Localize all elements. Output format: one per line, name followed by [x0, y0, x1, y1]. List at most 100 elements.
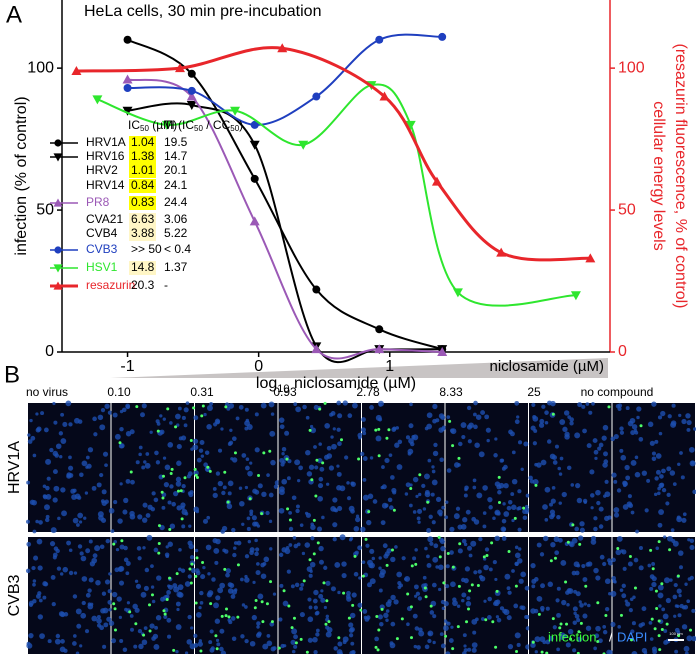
nucleus	[433, 543, 439, 549]
nucleus	[390, 621, 396, 627]
nucleus	[102, 607, 109, 614]
nucleus	[596, 500, 601, 506]
nucleus	[395, 426, 400, 430]
nucleus	[306, 566, 313, 572]
nucleus	[240, 634, 245, 639]
infected-cell	[649, 548, 653, 552]
nucleus	[461, 592, 467, 598]
infected-cell	[424, 595, 428, 599]
infected-cell	[657, 634, 661, 638]
nucleus	[187, 540, 193, 546]
nucleus	[125, 403, 131, 409]
nucleus	[137, 514, 143, 520]
nucleus	[241, 522, 245, 526]
nucleus	[361, 560, 366, 565]
text-part: / CC	[203, 118, 231, 132]
nucleus	[231, 527, 236, 533]
nucleus	[342, 400, 348, 406]
data-point	[122, 74, 133, 84]
nucleus	[213, 547, 220, 554]
nucleus	[532, 479, 539, 485]
nucleus	[511, 518, 515, 523]
nucleus	[185, 401, 190, 405]
nucleus	[318, 476, 324, 482]
nucleus	[313, 650, 318, 654]
infected-cell	[148, 603, 152, 607]
nucleus	[414, 626, 420, 631]
nucleus	[362, 456, 368, 461]
nucleus	[43, 427, 49, 433]
nucleus	[662, 613, 669, 620]
nucleus	[691, 608, 696, 613]
nucleus	[651, 646, 658, 652]
data-point	[249, 140, 260, 150]
nucleus	[653, 492, 658, 497]
nucleus	[550, 498, 556, 504]
nucleus	[119, 544, 125, 550]
nucleus	[473, 424, 478, 430]
nucleus	[547, 581, 554, 587]
nucleus	[307, 637, 313, 643]
infected-cell	[414, 562, 418, 566]
infected-cell	[223, 470, 227, 474]
nucleus	[566, 602, 570, 607]
infected-cell	[653, 627, 657, 631]
nucleus	[613, 507, 620, 513]
nucleus	[574, 613, 580, 619]
nucleus	[689, 544, 695, 551]
nucleus	[444, 515, 449, 520]
nucleus	[62, 566, 69, 573]
nucleus	[76, 623, 82, 629]
infected-cell	[406, 592, 410, 596]
nucleus	[123, 557, 129, 563]
nucleus	[38, 598, 43, 603]
text-part: niclosamide (µM)	[290, 375, 417, 392]
nucleus	[310, 522, 315, 527]
nucleus	[280, 643, 285, 649]
nucleus	[304, 542, 311, 548]
nucleus	[651, 581, 657, 588]
infected-cell	[194, 574, 198, 578]
infected-cell	[482, 555, 486, 559]
nucleus	[30, 435, 36, 441]
nucleus	[416, 516, 421, 521]
y-axis-label: infection (% of control)	[13, 96, 30, 255]
nucleus	[367, 493, 374, 500]
nucleus	[461, 434, 466, 440]
nucleus	[212, 492, 218, 499]
nucleus	[524, 585, 530, 591]
nucleus	[585, 562, 591, 567]
infected-cell	[650, 617, 654, 621]
nucleus	[332, 427, 336, 431]
nucleus	[593, 646, 597, 651]
nucleus	[194, 548, 199, 553]
nucleus	[611, 472, 617, 478]
nucleus	[42, 484, 47, 489]
nucleus	[132, 603, 138, 610]
nucleus	[404, 575, 411, 582]
nucleus	[682, 512, 687, 517]
nucleus	[647, 421, 654, 428]
nucleus	[189, 555, 195, 560]
nucleus	[52, 469, 58, 475]
infected-cell	[485, 554, 489, 558]
nucleus	[200, 574, 206, 580]
data-point	[123, 35, 132, 44]
nucleus	[369, 456, 374, 460]
infected-cell	[199, 649, 203, 653]
column-label: 0.93	[273, 385, 297, 399]
infected-cell	[299, 637, 303, 641]
nucleus	[574, 570, 580, 576]
nucleus	[295, 508, 300, 514]
nucleus	[176, 423, 180, 427]
nucleus	[52, 401, 56, 406]
nucleus	[636, 406, 642, 412]
infected-cell	[265, 602, 269, 606]
nucleus	[118, 580, 125, 586]
data-point	[496, 247, 507, 257]
cells	[530, 535, 614, 654]
infected-cell	[287, 604, 291, 608]
nucleus	[251, 515, 257, 521]
nucleus	[63, 648, 68, 653]
infected-cell	[658, 648, 662, 652]
